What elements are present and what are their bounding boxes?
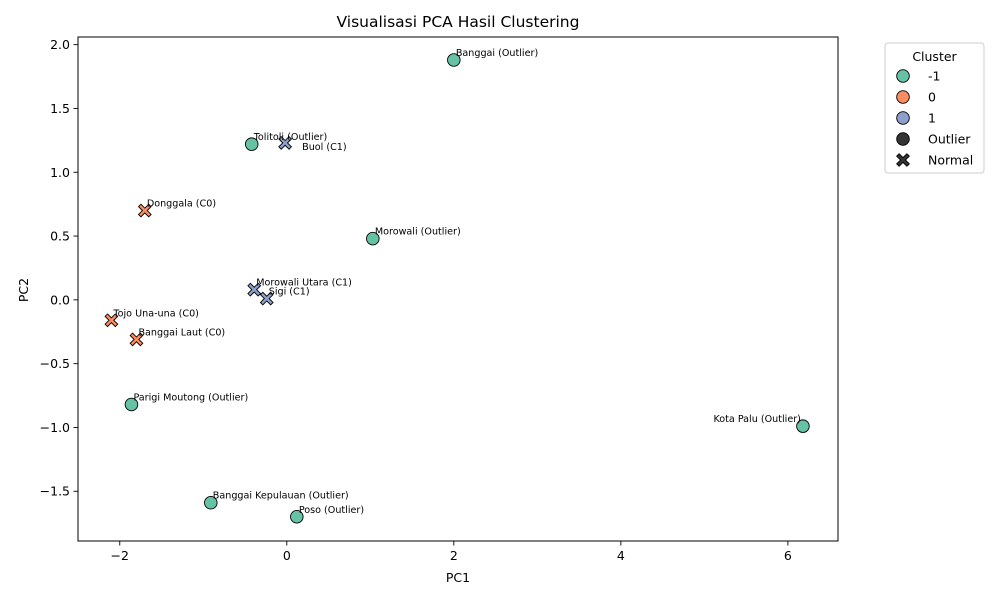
legend-marker [896, 153, 910, 167]
data-point-normal [247, 282, 262, 297]
point-label: Banggai Laut (C0) [138, 327, 225, 338]
x-tick-label: −2 [111, 548, 129, 563]
y-axis-label: PC2 [16, 278, 31, 302]
y-tick-label: 0.5 [50, 229, 70, 244]
point-label: Morowali (Outlier) [375, 227, 461, 238]
legend-marker [896, 69, 910, 83]
y-tick-label: 0.0 [50, 292, 70, 307]
data-point-outlier [366, 231, 380, 246]
x-tick-label: 2 [450, 548, 458, 563]
x-axis-label: PC1 [446, 570, 470, 585]
y-tick-label: −1.5 [40, 484, 70, 499]
x-tick-label: 0 [283, 548, 291, 563]
y-tick-label: 1.5 [50, 101, 70, 116]
legend-marker [896, 90, 910, 104]
legend-label: Normal [928, 153, 973, 168]
data-point-normal [104, 313, 119, 328]
data-point-normal [259, 291, 274, 306]
point-label: Poso (Outlier) [299, 505, 364, 516]
legend-label: 0 [928, 90, 936, 105]
legend-label: -1 [928, 69, 940, 84]
x-tick-label: 4 [617, 548, 625, 563]
data-point-outlier [796, 419, 810, 433]
data-point-outlier [447, 53, 461, 67]
x-tick-label: 6 [784, 548, 792, 563]
point-label: Banggai Kepulauan (Outlier) [213, 491, 349, 502]
point-label: Sigi (C1) [269, 287, 310, 298]
legend-box [884, 42, 985, 174]
data-point-normal [129, 332, 144, 347]
point-label: Morowali Utara (C1) [256, 278, 352, 289]
legend: Cluster -1 0 1 Outlier Normal [884, 42, 985, 174]
y-tick-label: −1.0 [40, 420, 70, 435]
y-tick-label: 2.0 [50, 37, 70, 52]
data-point-normal [278, 135, 293, 150]
point-label: Banggai (Outlier) [456, 48, 538, 59]
point-label: Tojo Una-una (C0) [112, 308, 199, 319]
data-point-outlier [244, 137, 259, 151]
y-tick-label: −0.5 [40, 356, 70, 371]
data-point-outlier [204, 495, 218, 510]
legend-label: Outlier [928, 132, 971, 147]
plot-frame [77, 36, 839, 542]
chart-title: Visualisasi PCA Hasil Clustering [337, 13, 580, 31]
point-label: Kota Palu (Outlier) [713, 414, 800, 425]
y-tick-label: 1.0 [50, 165, 70, 180]
legend-marker [896, 111, 910, 125]
data-point-outlier [124, 397, 139, 412]
data-point-normal [137, 203, 152, 218]
point-label: Donggala (C0) [147, 199, 216, 210]
plot-area: −2 0 2 4 6 −1.5 −1.0 −0.5 0.0 0.5 1.0 1.5 2.0 Banggai… [40, 36, 839, 563]
legend-label: 1 [928, 111, 936, 126]
point-label: Parigi Moutong (Outlier) [133, 392, 248, 403]
point-label: Buol (C1) [302, 142, 347, 153]
point-label: Tolitoli (Outlier) [253, 132, 328, 143]
legend-title: Cluster [912, 49, 957, 64]
data-point-outlier [290, 510, 304, 524]
legend-marker [896, 132, 910, 146]
